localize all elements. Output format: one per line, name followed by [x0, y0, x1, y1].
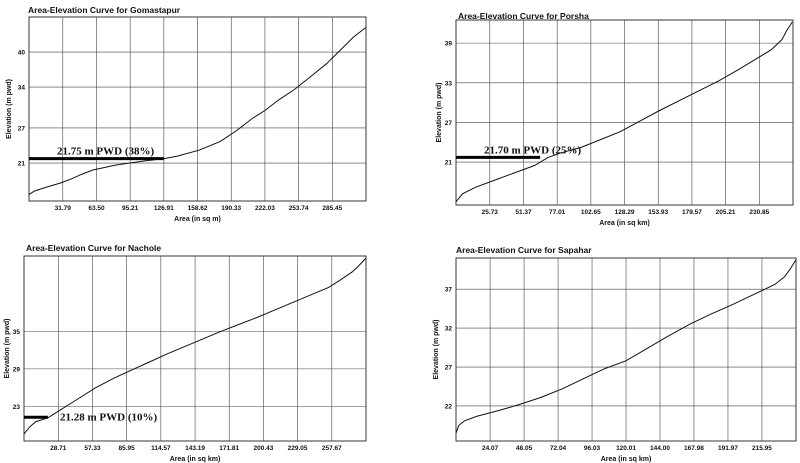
- threshold-annotation: 21.70 m PWD (25%): [484, 144, 581, 156]
- x-tick-label: 253.74: [289, 205, 309, 212]
- y-tick-label: 22: [445, 403, 453, 410]
- y-tick-label: 37: [445, 287, 453, 294]
- y-tick-label: 34: [18, 85, 26, 92]
- x-tick-label: 114.57: [151, 445, 171, 452]
- x-tick-label: 285.45: [322, 205, 342, 212]
- area-elevation-curve: [455, 21, 793, 203]
- x-tick-label: 153.93: [648, 209, 668, 216]
- x-tick-label: 25.73: [482, 209, 499, 216]
- area-elevation-curve: [28, 27, 367, 196]
- x-axis-label: Area (in sq km): [601, 456, 652, 463]
- x-tick-label: 126.91: [154, 205, 174, 212]
- x-tick-label: 48.05: [516, 445, 533, 452]
- y-tick-label: 27: [445, 365, 453, 372]
- y-tick-label: 40: [18, 50, 26, 57]
- x-tick-label: 144.00: [650, 445, 670, 452]
- y-tick-label: 27: [445, 120, 453, 127]
- x-tick-label: 57.33: [84, 445, 101, 452]
- chart-title: Area-Elevation Curve for Gomastapur: [28, 5, 181, 15]
- x-axis-label: Area (in sq m): [174, 216, 221, 223]
- chart-panel-2: Area-Elevation Curve for Porsha 25.73 51.3…: [436, 11, 794, 227]
- y-tick-label: 32: [445, 326, 453, 333]
- x-tick-label: 230.85: [749, 209, 769, 216]
- x-tick-label: 96.03: [584, 445, 601, 452]
- x-tick-label: 28.71: [50, 445, 67, 452]
- chart-title: Area-Elevation Curve for Sapahar: [456, 245, 592, 255]
- x-tick-label: 72.04: [550, 445, 567, 452]
- x-tick-label: 171.81: [219, 445, 239, 452]
- x-tick-label: 24.07: [482, 445, 499, 452]
- chart-title: Area-Elevation Curve for Nachole: [26, 243, 161, 253]
- x-tick-label: 205.21: [716, 209, 736, 216]
- chart-panel-4: Area-Elevation Curve for Sapahar 24.07 48.…: [433, 245, 797, 463]
- y-tick-label: 21: [18, 161, 26, 168]
- x-tick-label: 179.57: [682, 209, 702, 216]
- x-tick-label: 128.29: [615, 209, 635, 216]
- y-axis-label: Elevation (m pwd): [4, 319, 11, 379]
- y-tick-label: 27: [18, 125, 26, 132]
- x-tick-label: 191.97: [718, 445, 738, 452]
- y-axis-label: Elevation (m pwd): [436, 83, 443, 143]
- chart-panel-1: Area-Elevation Curve for Gomastapur 31.79…: [6, 5, 367, 223]
- y-axis-label: Elevation (m pwd): [6, 79, 13, 139]
- y-tick-label: 33: [445, 80, 453, 87]
- x-tick-label: 85.95: [119, 445, 136, 452]
- chart-title: Area-Elevation Curve for Porsha: [458, 11, 589, 21]
- x-tick-label: 190.33: [221, 205, 241, 212]
- x-tick-label: 63.50: [88, 205, 105, 212]
- x-tick-label: 158.62: [188, 205, 208, 212]
- y-tick-label: 23: [13, 404, 21, 411]
- x-tick-label: 51.37: [515, 209, 532, 216]
- y-tick-label: 39: [445, 41, 453, 48]
- x-tick-label: 31.79: [55, 205, 72, 212]
- x-tick-label: 257.67: [322, 445, 342, 452]
- x-axis-label: Area (in sq km): [599, 220, 650, 227]
- chart-panel-3: Area-Elevation Curve for Nachole 28.71 57.…: [4, 243, 367, 463]
- y-tick-label: 29: [13, 366, 21, 373]
- x-tick-label: 200.43: [253, 445, 273, 452]
- x-tick-label: 143.19: [185, 445, 205, 452]
- y-tick-label: 21: [445, 160, 453, 167]
- x-tick-label: 95.21: [122, 205, 139, 212]
- x-tick-label: 102.65: [581, 209, 601, 216]
- y-tick-label: 35: [13, 329, 21, 336]
- threshold-annotation: 21.28 m PWD (10%): [60, 411, 157, 423]
- area-elevation-curve: [455, 259, 797, 434]
- x-tick-label: 229.05: [288, 445, 308, 452]
- threshold-annotation: 21.75 m PWD (38%): [57, 146, 154, 158]
- x-tick-label: 215.95: [752, 445, 772, 452]
- area-elevation-curve: [23, 258, 366, 435]
- x-tick-label: 120.01: [616, 445, 636, 452]
- y-axis-label: Elevation (m pwd): [433, 320, 440, 380]
- x-tick-label: 77.01: [549, 209, 566, 216]
- x-tick-label: 222.03: [255, 205, 275, 212]
- x-tick-label: 167.98: [684, 445, 704, 452]
- x-axis-label: Area (in sq km): [170, 456, 221, 463]
